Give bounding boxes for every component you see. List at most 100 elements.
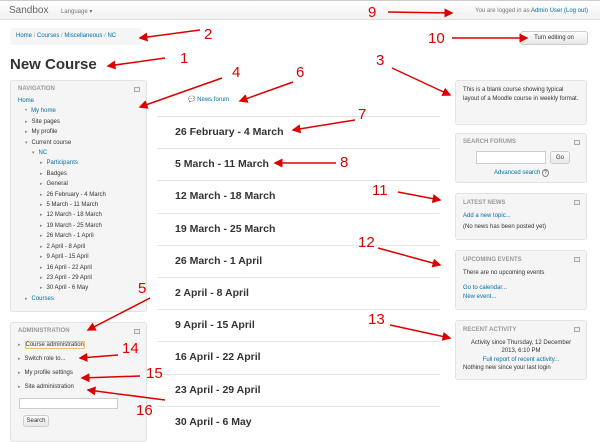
section-title: 30 April - 6 May xyxy=(175,415,252,428)
nav-item[interactable]: 9 April - 15 April xyxy=(18,252,139,262)
nav-link[interactable]: Courses xyxy=(31,295,54,302)
breadcrumb-courses[interactable]: Courses xyxy=(37,33,60,39)
news-forum-link[interactable]: News forum xyxy=(197,97,230,103)
user-link[interactable]: Admin User xyxy=(530,8,563,14)
site-brand[interactable]: Sandbox xyxy=(9,5,49,16)
nav-item[interactable]: 16 April - 22 April xyxy=(18,263,139,273)
navigation-block: Navigation Home My home Site pages My pr… xyxy=(10,80,147,312)
nav-item[interactable]: 26 February - 4 March xyxy=(18,190,139,200)
nav-item[interactable]: Badges xyxy=(18,169,139,179)
nav-item[interactable]: 5 March - 11 March xyxy=(18,200,139,210)
nav-link[interactable]: NC xyxy=(38,150,48,157)
nav-item[interactable]: 26 March - 1 April xyxy=(18,231,139,241)
admin-switch-role[interactable]: Switch role to... xyxy=(18,352,139,366)
annotation-arrow xyxy=(387,8,454,18)
block-title: Administration xyxy=(18,328,70,334)
upcoming-events-block: Upcoming events There are no upcoming ev… xyxy=(455,250,587,310)
no-events-text: There are no upcoming events xyxy=(463,269,545,276)
block-title: Search forums xyxy=(463,139,517,145)
language-menu[interactable]: Language ▾ xyxy=(61,9,93,15)
nav-item[interactable]: 19 March - 25 March xyxy=(18,221,139,231)
breadcrumb-nc[interactable]: NC xyxy=(107,33,117,39)
nav-link[interactable]: My home xyxy=(31,108,56,115)
help-icon[interactable]: ? xyxy=(542,169,549,177)
annotation-arrow xyxy=(80,373,141,383)
nav-my-home[interactable]: My home xyxy=(18,106,139,116)
block-title: Navigation xyxy=(18,86,55,92)
annotation-number: 9 xyxy=(368,4,377,21)
minimize-icon[interactable] xyxy=(134,329,140,334)
annotation-arrow xyxy=(86,297,151,331)
block-title: Recent activity xyxy=(463,327,517,333)
nav-link[interactable]: Participants xyxy=(46,160,78,167)
logout-link[interactable]: (Log out) xyxy=(563,8,588,14)
annotation-number: 4 xyxy=(232,64,241,81)
nav-item[interactable]: 12 March - 18 March xyxy=(18,210,139,220)
nav-current-course[interactable]: Current course xyxy=(18,138,139,148)
minimize-icon[interactable] xyxy=(574,200,580,205)
nav-nc[interactable]: NC xyxy=(18,148,139,158)
admin-profile-settings[interactable]: My profile settings xyxy=(18,366,139,380)
annotation-arrow xyxy=(138,77,223,109)
nav-item[interactable]: General xyxy=(18,179,139,189)
annotation-arrow xyxy=(238,81,294,103)
forum-icon: 💬 xyxy=(188,97,196,103)
annotation-number: 15 xyxy=(146,365,163,382)
nav-my-profile[interactable]: My profile xyxy=(18,127,139,137)
news-forum-activity[interactable]: 💬 News forum xyxy=(188,96,229,103)
admin-item-label[interactable]: Course administration xyxy=(24,341,85,349)
login-info: You are logged in as Admin User (Log out… xyxy=(475,8,588,14)
nav-item[interactable]: 30 April - 6 May xyxy=(18,283,139,293)
recent-activity-block: Recent activity Activity since Thursday,… xyxy=(455,320,587,380)
nav-item[interactable]: 23 April - 29 April xyxy=(18,273,139,283)
search-forums-input[interactable] xyxy=(476,151,546,164)
admin-search-input[interactable] xyxy=(19,398,118,409)
section-title: 2 April - 8 April xyxy=(175,287,249,299)
nav-home-link[interactable]: Home xyxy=(18,98,35,104)
annotation-arrow xyxy=(389,324,452,341)
admin-search-button[interactable]: Search xyxy=(23,415,49,427)
advanced-search-link[interactable]: Advanced search xyxy=(494,170,541,176)
latest-news-block: Latest news Add a new topic... (No news … xyxy=(455,193,587,240)
breadcrumb-home[interactable]: Home xyxy=(16,33,33,39)
annotation-number: 5 xyxy=(138,280,147,297)
annotation-number: 11 xyxy=(372,182,388,199)
annotation-number: 16 xyxy=(136,402,153,419)
minimize-icon[interactable] xyxy=(574,140,580,145)
minimize-icon[interactable] xyxy=(134,87,140,92)
section-title: 26 March - 1 April xyxy=(175,254,263,267)
nav-courses[interactable]: Courses xyxy=(18,294,139,304)
section-title: 5 March - 11 March xyxy=(175,158,269,171)
course-section: 2 April - 8 April xyxy=(157,277,440,309)
nav-site-pages[interactable]: Site pages xyxy=(18,117,139,127)
admin-course-administration[interactable]: Course administration xyxy=(18,338,139,352)
add-topic-link[interactable]: Add a new topic... xyxy=(463,212,511,219)
course-summary-block: This is a blank course showing typical l… xyxy=(455,80,587,125)
activity-since-text: Activity since Thursday, 12 December 201… xyxy=(470,339,572,355)
course-section: 16 April - 22 April xyxy=(157,341,440,373)
breadcrumb-miscellaneous[interactable]: Miscellaneous xyxy=(64,33,103,39)
minimize-icon[interactable] xyxy=(574,327,580,332)
full-report-link[interactable]: Full report of recent activity... xyxy=(482,356,560,363)
nav-item[interactable]: 2 April - 8 April xyxy=(18,242,139,252)
section-title: 9 April - 15 April xyxy=(175,319,255,332)
annotation-arrow xyxy=(397,191,442,204)
course-section: 9 April - 15 April xyxy=(157,309,440,341)
annotation-number: 1 xyxy=(180,50,189,67)
search-forums-block: Search forums Go Advanced search ? xyxy=(455,133,587,183)
section-title: 26 February - 4 March xyxy=(175,126,284,138)
block-title: Upcoming events xyxy=(463,257,522,263)
nav-participants[interactable]: Participants xyxy=(18,158,139,168)
minimize-icon[interactable] xyxy=(574,257,580,262)
annotation-number: 10 xyxy=(428,30,445,47)
admin-site-administration[interactable]: Site administration xyxy=(18,380,139,394)
annotation-arrows xyxy=(78,8,529,401)
annotation-number: 3 xyxy=(376,52,385,69)
calendar-link[interactable]: Go to calendar... xyxy=(463,285,508,291)
annotation-number: 12 xyxy=(358,234,375,251)
new-event-link[interactable]: New event... xyxy=(463,293,497,300)
nav-home[interactable]: Home xyxy=(18,96,139,106)
block-title: Latest news xyxy=(463,200,506,206)
course-section: 26 February - 4 March xyxy=(157,116,440,148)
search-forums-go-button[interactable]: Go xyxy=(550,151,570,164)
